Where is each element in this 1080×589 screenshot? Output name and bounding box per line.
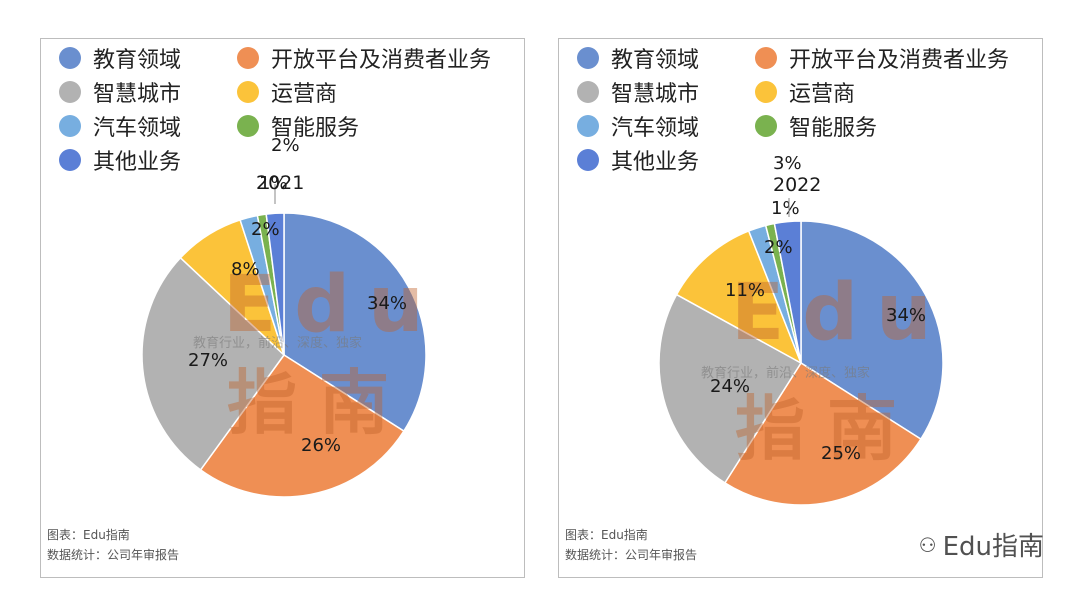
legend-item: 智能服务 bbox=[755, 111, 877, 141]
legend-item: 汽车领域 bbox=[577, 111, 699, 141]
chart-source: 图表：Edu指南 bbox=[47, 528, 130, 542]
legend-label: 运营商 bbox=[789, 82, 856, 107]
legend-swatch bbox=[237, 47, 259, 69]
chart-panel-2022: 教育领域 开放平台及消费者业务智慧城市 运营商汽车领域 智能服务其他业务 Edu 教育行… bbox=[558, 38, 1043, 578]
legend-item: 汽车领域 bbox=[59, 111, 181, 141]
legend-swatch bbox=[755, 115, 777, 137]
legend-swatch bbox=[59, 149, 81, 171]
year-label: 2022 bbox=[773, 174, 821, 196]
legend-label: 其他业务 bbox=[93, 150, 182, 175]
legend-label: 开放平台及消费者业务 bbox=[271, 48, 492, 73]
slice-value-label: 27% bbox=[188, 350, 228, 371]
chart-footer: 图表：Edu指南 数据统计：公司年审报告 bbox=[47, 525, 179, 565]
legend-item: 教育领域 bbox=[59, 43, 181, 73]
slice-value-label: 25% bbox=[821, 443, 861, 464]
legend-label: 智能服务 bbox=[271, 116, 360, 141]
legend-swatch bbox=[59, 81, 81, 103]
legend-swatch bbox=[577, 81, 599, 103]
legend-item: 运营商 bbox=[237, 77, 337, 107]
pie-slice-2 bbox=[723, 361, 922, 506]
legend-label: 运营商 bbox=[271, 82, 338, 107]
legend-item: 其他业务 bbox=[577, 145, 699, 175]
slice-value-label: 1% bbox=[259, 173, 288, 194]
legend-label: 其他业务 bbox=[611, 150, 700, 175]
wechat-icon: ⚇ bbox=[918, 532, 937, 557]
legend-item: 运营商 bbox=[755, 77, 855, 107]
legend-label: 智能服务 bbox=[789, 116, 878, 141]
slice-value-label: 8% bbox=[231, 259, 260, 280]
pie-slice-3 bbox=[141, 256, 285, 471]
legend-item: 开放平台及消费者业务 bbox=[755, 43, 1009, 73]
slice-value-label: 34% bbox=[367, 293, 407, 314]
watermark-main: Edu bbox=[223, 260, 442, 350]
pie-slice-3 bbox=[658, 293, 803, 484]
legend-item: 开放平台及消费者业务 bbox=[237, 43, 491, 73]
legend-swatch bbox=[755, 47, 777, 69]
chart-footer: 图表：Edu指南 数据统计：公司年审报告 bbox=[565, 525, 697, 565]
legend-item: 教育领域 bbox=[577, 43, 699, 73]
legend-item: 其他业务 bbox=[59, 145, 181, 175]
legend-swatch bbox=[59, 115, 81, 137]
watermark-tagline: 教育行业，前沿、深度、独家 bbox=[193, 335, 362, 351]
brand-watermark: ⚇ Edu指南 bbox=[919, 526, 1044, 563]
slice-value-label: 1% bbox=[771, 198, 800, 219]
chart-source: 图表：Edu指南 bbox=[565, 528, 648, 542]
slice-value-label: 2% bbox=[764, 237, 793, 258]
year-label: 2021 bbox=[256, 172, 304, 194]
chart-panel-2021: 教育领域 开放平台及消费者业务智慧城市 运营商汽车领域 智能服务其他业务 Edu 教育行… bbox=[40, 38, 525, 578]
slice-value-label: 11% bbox=[725, 280, 765, 301]
legend-swatch bbox=[59, 47, 81, 69]
watermark-main-2: 指南 bbox=[735, 388, 919, 470]
slice-value-label: 24% bbox=[710, 376, 750, 397]
legend-item: 智慧城市 bbox=[59, 77, 181, 107]
data-source: 数据统计：公司年审报告 bbox=[47, 548, 180, 562]
pie-slice-1 bbox=[283, 212, 427, 433]
legend-item: 智慧城市 bbox=[577, 77, 699, 107]
pie-slice-1 bbox=[800, 220, 944, 441]
legend-swatch bbox=[237, 81, 259, 103]
legend-label: 教育领域 bbox=[611, 48, 700, 73]
watermark-main: Edu bbox=[731, 268, 950, 358]
legend-label: 汽车领域 bbox=[611, 116, 700, 141]
legend-label: 智慧城市 bbox=[93, 82, 182, 107]
legend-item: 智能服务 bbox=[237, 111, 359, 141]
legend-swatch bbox=[577, 47, 599, 69]
legend-swatch bbox=[577, 115, 599, 137]
watermark-tagline: 教育行业，前沿、深度、独家 bbox=[701, 365, 870, 381]
legend-label: 汽车领域 bbox=[93, 116, 182, 141]
pie-slice-7 bbox=[265, 212, 285, 356]
slice-value-label: 3% bbox=[773, 153, 802, 174]
slice-value-label: 2% bbox=[271, 135, 300, 156]
legend-label: 教育领域 bbox=[93, 48, 182, 73]
pie-slice-2 bbox=[199, 353, 405, 498]
legend-label: 智慧城市 bbox=[611, 82, 700, 107]
watermark-main-2: 指南 bbox=[227, 362, 411, 444]
data-source: 数据统计：公司年审报告 bbox=[565, 548, 698, 562]
brand-text: Edu指南 bbox=[942, 532, 1044, 562]
legend-swatch bbox=[577, 149, 599, 171]
slice-value-label: 2% bbox=[251, 219, 280, 240]
slice-value-label: 34% bbox=[886, 305, 926, 326]
legend-label: 开放平台及消费者业务 bbox=[789, 48, 1010, 73]
legend-swatch bbox=[755, 81, 777, 103]
legend-swatch bbox=[237, 115, 259, 137]
pie-slice-7 bbox=[773, 220, 802, 364]
pie-slice-4 bbox=[675, 229, 803, 365]
slice-value-label: 26% bbox=[301, 435, 341, 456]
